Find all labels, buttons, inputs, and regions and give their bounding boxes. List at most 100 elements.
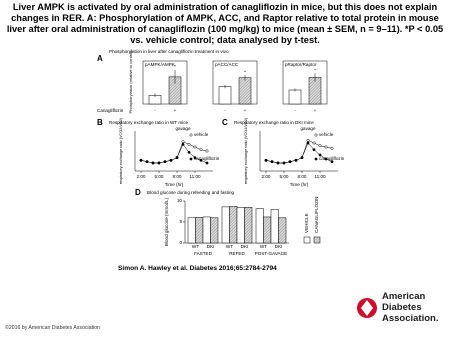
treatment-label: + [244, 108, 247, 113]
legend-label: canagliflozin [194, 156, 220, 161]
data-point [330, 146, 334, 150]
chart-title: pACC/ACC [215, 62, 239, 67]
bar [187, 217, 196, 244]
x-tick-label: 8:00 [298, 174, 307, 179]
data-point [187, 142, 191, 146]
bar [244, 207, 253, 244]
data-point [193, 156, 197, 160]
bar [218, 86, 232, 105]
data-point [181, 142, 185, 146]
logo-text: American [382, 291, 425, 302]
bar [255, 208, 264, 244]
data-point [300, 156, 304, 160]
genotype-label: WT [192, 244, 199, 249]
x-tick-label: 5:00 [155, 174, 164, 179]
y-axis-label: respiratory exchange ratio (VCO2/VO2) [119, 117, 123, 184]
bar [195, 217, 204, 244]
legend-label: CANAGLIFLOZIN [314, 196, 319, 233]
data-point [324, 145, 328, 149]
data-point [181, 140, 185, 144]
data-point [264, 158, 268, 162]
chart-frame [212, 60, 258, 105]
genotype-label: WT [226, 244, 233, 249]
x-tick-label: 8:00 [173, 174, 182, 179]
condition-label: POST-GAVAGE [255, 251, 288, 256]
x-tick-label: 11:00 [314, 174, 326, 179]
x-tick-label: 5:00 [280, 174, 289, 179]
citation: Simon A. Hawley et al. Diabetes 2016;65:… [118, 265, 277, 272]
data-point [306, 138, 310, 142]
bar [263, 216, 272, 244]
bar [238, 77, 252, 105]
copyright: ©2016 by American Diabetes Association [5, 325, 100, 331]
data-point [187, 150, 191, 154]
data-point [157, 161, 161, 165]
bar [202, 216, 211, 244]
data-point [139, 158, 143, 162]
logo: American Diabetes Association. [357, 291, 439, 324]
panel-letter: B [97, 118, 103, 127]
significance-mark: * [174, 64, 176, 69]
bar [278, 217, 287, 244]
x-tick-label: 2:00 [262, 174, 271, 179]
logo-text: Association. [382, 313, 439, 324]
y-axis-label: respiratory exchange ratio (VCO2/VO2) [244, 117, 248, 184]
logo-text: Diabetes [382, 302, 422, 313]
panel-letter: A [97, 54, 103, 63]
x-axis-label: Time (hr) [290, 182, 309, 187]
annotation: gavage [300, 126, 316, 131]
panel-title: Respiratory exchange ratio in DKI mice [234, 120, 314, 125]
genotype-label: WT [260, 244, 267, 249]
slide-title: Liver AMPK is activated by oral administ… [6, 2, 444, 45]
y-axis-label: Phosphorylation (relative to control) [128, 50, 133, 114]
x-axis-label: Time (hr) [165, 182, 184, 187]
y-tick-label: 5 [179, 219, 182, 224]
y-tick-label: 0 [179, 240, 182, 245]
annotation: gavage [175, 126, 191, 131]
panel-title: Respiratory exchange ratio in WT mice [109, 120, 189, 125]
bar [236, 207, 245, 244]
legend-label: VEHICLE [304, 213, 309, 233]
legend-label: canagliflozin [319, 156, 345, 161]
row-label: Canagliflozin [97, 108, 124, 113]
data-point [282, 161, 286, 165]
legend-marker [314, 133, 318, 137]
y-tick-label: 10 [177, 198, 183, 203]
figure: A Phosphorylation in liver after canaglif… [95, 47, 347, 262]
data-point [270, 160, 274, 164]
data-point [169, 158, 173, 162]
data-point [199, 148, 203, 152]
legend-swatch [313, 236, 321, 244]
legend-marker [189, 133, 193, 137]
data-point [294, 158, 298, 162]
data-point [324, 157, 328, 161]
data-point [276, 161, 280, 165]
x-tick-label: 11:00 [189, 174, 201, 179]
figure-background [95, 47, 347, 262]
bar [270, 209, 279, 244]
data-point [288, 160, 292, 164]
legend-swatch [303, 236, 311, 244]
significance-mark: * [244, 69, 246, 74]
data-point [151, 161, 155, 165]
logo-mark [361, 300, 373, 316]
bar [221, 206, 230, 244]
genotype-label: DKI [275, 244, 283, 249]
condition-label: REFED [229, 251, 245, 256]
legend-label: vehicle [319, 132, 334, 137]
condition-label: FASTED [194, 251, 213, 256]
treatment-label: - [294, 108, 296, 113]
legend-marker [189, 157, 193, 161]
bar [210, 217, 219, 244]
treatment-label: - [154, 108, 156, 113]
data-point [175, 156, 179, 160]
chart-title: pAMPK/AMPK [145, 62, 176, 67]
genotype-label: DKI [207, 244, 215, 249]
legend-marker [314, 157, 318, 161]
panel-title: Phosphorylation in liver after canaglifl… [109, 49, 229, 54]
panel-letter: D [135, 188, 141, 197]
significance-mark: * [314, 67, 316, 72]
treatment-label: + [174, 108, 177, 113]
data-point [205, 161, 209, 165]
